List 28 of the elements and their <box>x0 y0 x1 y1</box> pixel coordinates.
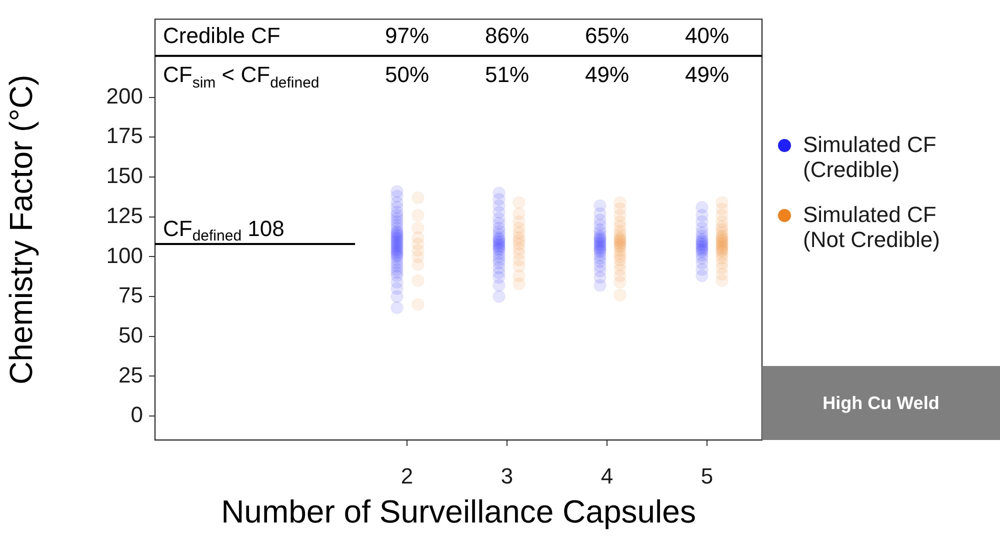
x-tick-label: 4 <box>600 463 614 488</box>
x-tick-label: 5 <box>700 463 714 488</box>
annotation: Credible CF <box>163 23 280 50</box>
annotation: 51% <box>484 62 530 88</box>
y-tick-label: 50 <box>118 322 143 348</box>
legend-label: Simulated CF (Not Credible) <box>803 202 940 252</box>
x-axis-title: Number of Surveillance Capsules <box>221 494 696 530</box>
y-tick-label: 100 <box>106 242 143 268</box>
y-tick-label: 175 <box>106 123 143 148</box>
y-axis-title: Chemistry Factor (°C) <box>3 74 40 384</box>
text: High Cu Weld <box>762 366 1000 440</box>
y-tick-label: 150 <box>106 163 143 188</box>
x-tick-label: 2 <box>400 463 414 488</box>
legend-label: Simulated CF (Credible) <box>803 132 936 182</box>
x-tick-label: 3 <box>500 463 514 488</box>
y-tick-label: 75 <box>118 282 143 308</box>
y-tick-label: 125 <box>106 202 143 228</box>
y-tick-label: 200 <box>106 83 143 108</box>
annotation: 86% <box>484 23 530 50</box>
y-tick-label: 25 <box>118 362 143 388</box>
annotation: 49% <box>584 62 630 88</box>
annotation: 65% <box>584 23 630 50</box>
y-tick-label: 0 <box>130 402 143 428</box>
annotation: 40% <box>684 23 730 50</box>
annotation: 50% <box>384 62 430 88</box>
annotation: 49% <box>684 62 730 88</box>
annotation: CF$_{sim}$ < CF$_{defined}$ <box>163 62 320 92</box>
annotation: 97% <box>384 23 430 50</box>
